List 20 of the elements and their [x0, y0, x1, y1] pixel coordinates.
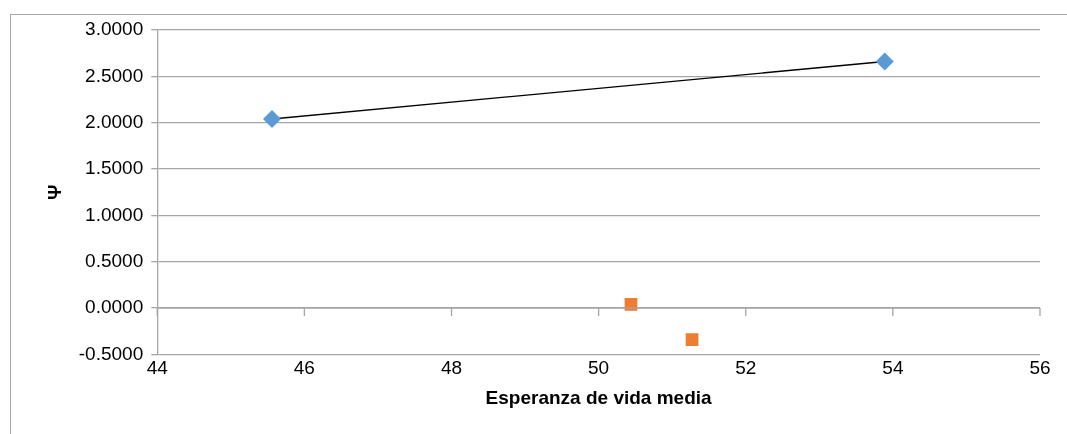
point: [263, 109, 281, 128]
point: [875, 52, 894, 71]
x-tick-label: 54: [882, 357, 904, 379]
x-tick-label: 56: [1029, 357, 1051, 379]
y-tick-label: 1.5000: [85, 157, 144, 179]
y-tick-label: 3.0000: [85, 18, 144, 40]
x-tick-label: 44: [146, 357, 169, 379]
x-tick-label: 48: [440, 357, 463, 379]
x-axis-title: Esperanza de vida media: [485, 386, 713, 408]
y-axis-title: Ψ: [43, 184, 65, 200]
x-tick-label: 50: [588, 357, 610, 379]
y-tick-label: 2.5000: [85, 64, 144, 86]
y-tick-label: -0.5000: [78, 342, 144, 364]
point: [685, 333, 699, 346]
x-tick-label: 52: [735, 357, 757, 379]
x-tick-label: 46: [293, 357, 315, 379]
y-tick-label: 0.5000: [85, 249, 144, 271]
y-tick-label: 1.0000: [85, 203, 144, 225]
y-tick-label: 0.0000: [85, 296, 144, 318]
y-tick-label: 2.0000: [85, 110, 144, 132]
